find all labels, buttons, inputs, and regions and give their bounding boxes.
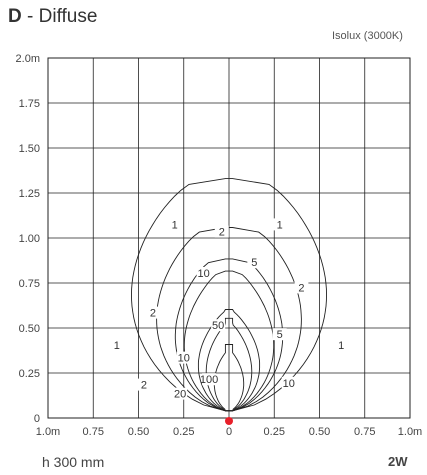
contour-label: 1 [338,340,344,352]
contour-label: 5 [277,329,283,341]
light-source-marker [225,417,233,425]
contour-label: 1 [114,340,120,352]
contour-label-bg [173,387,188,400]
contour-label: 20 [174,389,186,401]
contour-label-bg [136,378,151,391]
axis-ticks: 1.0m 0.75 0.50 0.25 0 0.25 0.50 0.75 1.0m00.250.… [16,53,423,438]
contour-label: 100 [200,374,218,386]
x-tick-label: 0.50 [309,426,330,438]
x-tick-label: 1.0m [398,426,422,438]
contour-label-bg [247,256,262,269]
contour-label: 2 [141,380,147,392]
x-tick-label: 0.25 [264,426,285,438]
contour-label: 2 [298,282,304,294]
contour-label-bg [214,225,229,238]
title-name: Diffuse [38,6,98,27]
contour-label: 10 [283,378,295,390]
isolux-contour-10 [183,270,275,412]
contour-label-bg [145,306,160,319]
isolux-contours [131,178,327,412]
contour-label-bg [176,351,191,364]
contour-label-bg [196,267,211,279]
contour-label-bg [211,319,226,332]
y-tick-label: 0 [34,413,40,425]
contour-label: 2 [150,308,156,320]
x-tick-label: 0.50 [128,426,149,438]
y-tick-label: 2.0m [16,53,40,65]
y-tick-label: 0.50 [19,323,40,335]
isolux-contour-100 [213,344,245,412]
isolux-contour-1 [131,178,327,412]
contour-label-bg [272,328,287,341]
chart-title: D - Diffuse [8,6,97,28]
y-tick-label: 1.50 [19,143,40,155]
y-tick-label: 0.75 [19,278,40,290]
contour-label: 5 [251,257,257,269]
contour-label: 10 [178,353,190,365]
contour-label-bg [272,218,287,231]
y-tick-label: 0.25 [19,368,40,380]
x-tick-label: 0.75 [354,426,375,438]
contour-label-bg [281,376,296,389]
contour-label: 2 [219,227,225,239]
contour-label: 50 [212,320,224,332]
contour-label-bg [202,373,217,386]
chart-subtitle: Isolux (3000K) [332,30,403,42]
x-tick-label: 0.75 [83,426,104,438]
contour-label-bg [334,339,349,351]
x-tick-label: 0.25 [173,426,194,438]
contour-label: 1 [277,219,283,231]
contour-label: 10 [198,268,210,280]
contour-labels: 1 1 1 1 2 2 2 2 5 5 10 10 10 20 50 100 [109,218,349,401]
contour-label-bg [294,281,309,294]
y-tick-label: 1.00 [19,233,40,245]
y-tick-label: 1.25 [19,188,40,200]
y-tick-label: 1.75 [19,98,40,110]
title-separator: - [21,6,39,27]
plot-grid [47,57,411,419]
isolux-contour-20 [197,309,261,412]
x-tick-label: 1.0m [36,426,60,438]
x-tick-label: 0 [226,426,232,438]
mounting-height-label: h 300 mm [42,454,105,470]
power-label: 2W [388,454,408,469]
contour-label-bg [167,218,182,231]
contour-label-bg [109,339,124,351]
contour-label: 1 [172,219,178,231]
title-letter: D [8,6,22,27]
